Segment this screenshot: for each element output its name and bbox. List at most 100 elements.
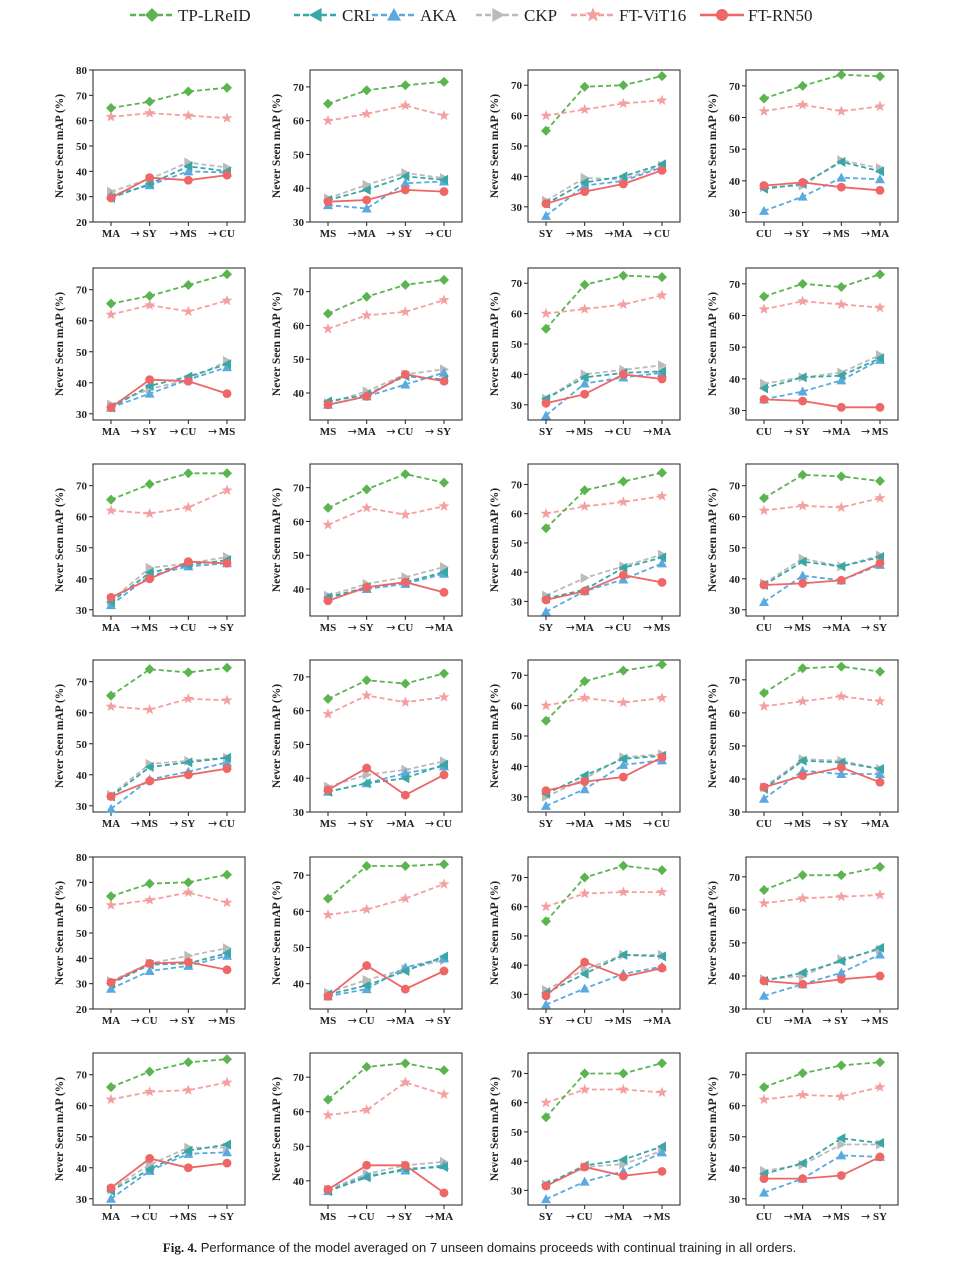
legend-marker-ckp — [492, 8, 505, 22]
plot-frame — [92, 659, 246, 813]
y-axis-label: Never Seen mAP (%) — [271, 488, 283, 592]
legend-label-ckp: CKP — [524, 6, 557, 25]
series-line-ckp — [763, 354, 881, 385]
point-tp-lreid — [222, 1054, 232, 1065]
point-ft-rn50 — [875, 402, 885, 412]
y-tick-label: 50 — [293, 942, 305, 954]
plot-frame — [92, 267, 246, 421]
point-crl — [836, 156, 846, 167]
y-tick-label: 40 — [293, 773, 305, 785]
y-tick-label: 20 — [76, 1004, 88, 1016]
point-aka — [759, 793, 769, 803]
y-tick-label: 50 — [511, 141, 523, 153]
x-arrow: → — [169, 425, 178, 438]
point-aka — [541, 410, 551, 420]
plot-frame — [309, 69, 463, 223]
series-line-crl — [327, 375, 445, 403]
x-tick-label: SY — [539, 426, 553, 438]
x-arrow: → — [425, 817, 434, 830]
x-arrow: → — [131, 1210, 140, 1223]
series-line-aka — [110, 366, 228, 409]
x-tick-label: MS — [872, 426, 889, 438]
point-ft-rn50 — [875, 777, 885, 787]
series-line-ft-vit16 — [110, 1081, 228, 1101]
point-tp-lreid — [183, 877, 194, 888]
series-line-ft-rn50 — [327, 373, 445, 406]
y-tick-label: 70 — [511, 278, 523, 290]
series-line-ft-vit16 — [763, 695, 881, 708]
point-ft-vit16 — [361, 502, 373, 513]
series-line-ft-rn50 — [327, 964, 445, 998]
series-line-tp-lreid — [545, 75, 663, 132]
point-ft-rn50 — [323, 197, 333, 207]
point-ft-rn50 — [400, 369, 410, 379]
x-tick-label: CU — [577, 1015, 593, 1027]
point-tp-lreid — [836, 661, 847, 672]
point-tp-lreid — [439, 668, 449, 679]
point-tp-lreid — [222, 269, 232, 280]
x-arrow: → — [566, 425, 575, 438]
x-tick-label: CU — [397, 426, 413, 438]
point-ft-vit16 — [579, 303, 591, 314]
y-tick-label: 70 — [76, 90, 88, 102]
y-tick-label: 50 — [729, 543, 741, 555]
point-tp-lreid — [875, 861, 885, 872]
y-tick-label: 30 — [511, 596, 523, 608]
series-line-crl — [110, 559, 228, 603]
x-arrow: → — [822, 227, 831, 240]
point-ft-vit16 — [438, 109, 450, 121]
x-arrow: → — [208, 425, 217, 438]
series-line-ft-vit16 — [327, 694, 445, 715]
y-tick-label: 60 — [76, 708, 88, 720]
point-tp-lreid — [657, 865, 667, 876]
point-crl — [361, 184, 371, 195]
point-ft-vit16 — [105, 308, 117, 320]
point-ft-vit16 — [797, 295, 809, 306]
point-ft-vit16 — [874, 1081, 886, 1092]
x-tick-label: MS — [615, 818, 632, 830]
series-line-crl — [763, 357, 881, 390]
point-ft-rn50 — [580, 586, 590, 596]
y-tick-label: 70 — [293, 82, 305, 94]
point-crl — [836, 370, 846, 381]
legend-label-ft-vit16: FT-ViT16 — [619, 6, 686, 25]
y-axis-label: Never Seen mAP (%) — [707, 1077, 719, 1181]
series-line-ft-rn50 — [545, 169, 663, 205]
point-tp-lreid — [400, 678, 411, 689]
point-ft-rn50 — [145, 173, 155, 183]
point-ft-vit16 — [656, 289, 668, 301]
point-tp-lreid — [439, 274, 449, 285]
y-axis-label: Never Seen mAP (%) — [271, 881, 283, 985]
series-line-ft-vit16 — [110, 299, 228, 316]
point-aka — [836, 1150, 847, 1160]
point-crl — [875, 1137, 884, 1148]
plot-frame — [527, 69, 681, 223]
legend-marker-aka — [387, 8, 401, 21]
point-aka — [106, 983, 116, 993]
y-tick-label: 70 — [729, 675, 741, 687]
point-ckp — [580, 172, 590, 183]
y-tick-label: 30 — [511, 400, 523, 412]
point-ft-vit16 — [797, 1089, 809, 1100]
y-axis-label: Never Seen mAP (%) — [54, 94, 66, 198]
point-ft-vit16 — [144, 894, 156, 905]
point-ft-vit16 — [797, 695, 809, 706]
x-arrow: → — [604, 817, 613, 830]
series-line-ckp — [545, 753, 663, 798]
series-line-ckp — [110, 947, 228, 982]
x-tick-label: SY — [796, 228, 810, 240]
x-tick-label: MS — [320, 228, 337, 240]
point-crl — [875, 166, 884, 177]
series-line-tp-lreid — [110, 1058, 228, 1088]
series-line-tp-lreid — [763, 1061, 881, 1088]
plot-frame — [745, 463, 899, 617]
y-tick-label: 40 — [729, 176, 741, 188]
point-tp-lreid — [222, 82, 232, 93]
point-ft-rn50 — [875, 1152, 885, 1162]
